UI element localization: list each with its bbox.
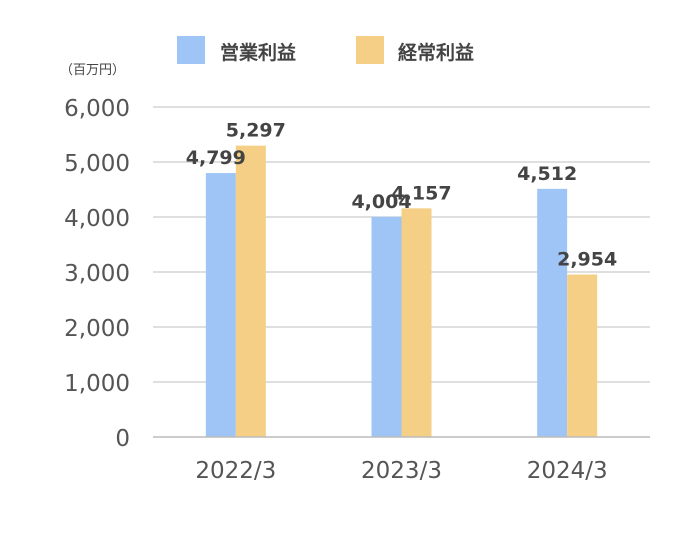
x-tick-label: 2024/3 [527, 458, 608, 484]
x-tick-label: 2022/3 [195, 458, 276, 484]
y-tick-label: 0 [115, 426, 130, 452]
y-tick-label: 2,000 [64, 316, 130, 342]
y-tick-label: 6,000 [64, 96, 130, 122]
bars [205, 145, 598, 438]
bar [537, 188, 568, 437]
legend-label-operating-profit: 営業利益 [220, 41, 296, 64]
unit-label: （百万円） [60, 63, 125, 78]
y-tick-label: 1,000 [64, 371, 130, 397]
x-tick-label: 2023/3 [361, 458, 442, 484]
data-label: 2,954 [557, 249, 617, 271]
y-tick-label: 3,000 [64, 261, 130, 287]
bar [401, 208, 432, 437]
bar [235, 145, 266, 438]
data-label: 4,799 [186, 147, 246, 169]
y-tick-label: 5,000 [64, 151, 130, 177]
bar [205, 173, 236, 437]
legend: 営業利益 経常利益 [177, 36, 474, 64]
data-label: 5,297 [226, 120, 286, 142]
y-axis-ticks: 0 1,000 2,000 3,000 4,000 5,000 6,000 [64, 96, 130, 452]
bar [567, 274, 598, 437]
x-axis-ticks: 2022/3 2023/3 2024/3 [195, 458, 607, 484]
data-label: 4,512 [517, 163, 577, 185]
legend-label-ordinary-profit: 経常利益 [398, 41, 474, 64]
data-label: 4,004 [351, 191, 411, 213]
legend-swatch-ordinary-profit [356, 36, 384, 64]
y-tick-label: 4,000 [64, 206, 130, 232]
data-label: 4,157 [391, 182, 451, 204]
legend-swatch-operating-profit [177, 36, 205, 64]
bar [371, 216, 402, 437]
